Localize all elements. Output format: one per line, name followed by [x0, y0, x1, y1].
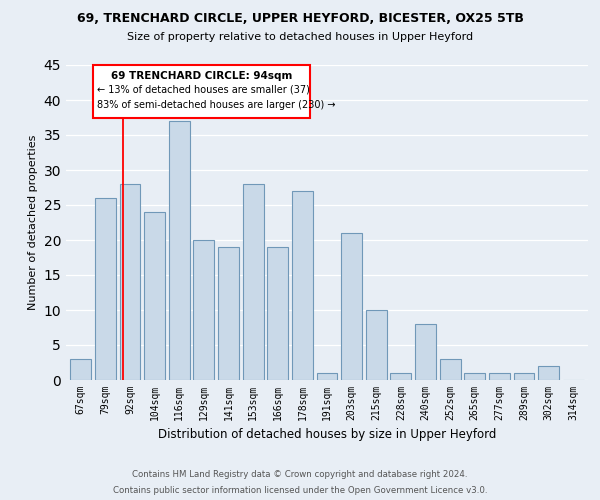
- Text: Contains public sector information licensed under the Open Government Licence v3: Contains public sector information licen…: [113, 486, 487, 495]
- Bar: [95, 198, 116, 380]
- Text: Size of property relative to detached houses in Upper Heyford: Size of property relative to detached ho…: [127, 32, 473, 42]
- Bar: [366, 310, 387, 380]
- Bar: [218, 247, 239, 380]
- FancyBboxPatch shape: [93, 65, 310, 118]
- Text: ← 13% of detached houses are smaller (37): ← 13% of detached houses are smaller (37…: [97, 84, 310, 94]
- Bar: [464, 373, 485, 380]
- Bar: [144, 212, 165, 380]
- Bar: [514, 373, 535, 380]
- Text: 83% of semi-detached houses are larger (230) →: 83% of semi-detached houses are larger (…: [97, 100, 335, 110]
- Y-axis label: Number of detached properties: Number of detached properties: [28, 135, 38, 310]
- Bar: [489, 373, 510, 380]
- Text: 69, TRENCHARD CIRCLE, UPPER HEYFORD, BICESTER, OX25 5TB: 69, TRENCHARD CIRCLE, UPPER HEYFORD, BIC…: [77, 12, 523, 26]
- Bar: [440, 359, 461, 380]
- Bar: [193, 240, 214, 380]
- Text: Contains HM Land Registry data © Crown copyright and database right 2024.: Contains HM Land Registry data © Crown c…: [132, 470, 468, 479]
- Bar: [242, 184, 263, 380]
- Bar: [341, 233, 362, 380]
- Bar: [119, 184, 140, 380]
- Bar: [267, 247, 288, 380]
- Bar: [292, 191, 313, 380]
- Bar: [70, 359, 91, 380]
- Bar: [538, 366, 559, 380]
- Text: 69 TRENCHARD CIRCLE: 94sqm: 69 TRENCHARD CIRCLE: 94sqm: [111, 70, 292, 81]
- Bar: [415, 324, 436, 380]
- X-axis label: Distribution of detached houses by size in Upper Heyford: Distribution of detached houses by size …: [158, 428, 496, 442]
- Bar: [391, 373, 412, 380]
- Bar: [169, 121, 190, 380]
- Bar: [317, 373, 337, 380]
